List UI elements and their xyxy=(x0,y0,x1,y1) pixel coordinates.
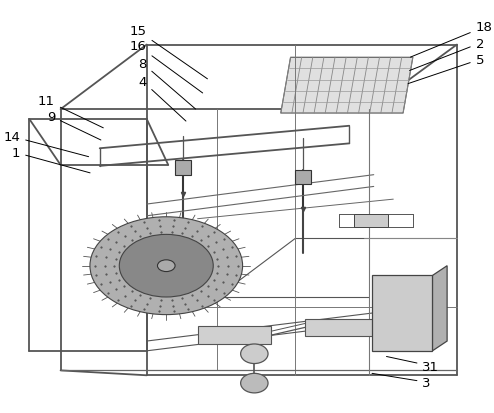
Text: 18: 18 xyxy=(411,21,493,58)
Text: 3: 3 xyxy=(372,373,431,389)
Text: 31: 31 xyxy=(386,356,440,373)
Ellipse shape xyxy=(90,217,243,315)
Ellipse shape xyxy=(158,260,175,272)
Text: 14: 14 xyxy=(3,131,88,157)
Text: 11: 11 xyxy=(38,95,103,128)
Polygon shape xyxy=(295,171,311,185)
Text: 9: 9 xyxy=(46,110,101,141)
Text: 1: 1 xyxy=(12,147,90,173)
Polygon shape xyxy=(198,327,271,344)
Polygon shape xyxy=(372,276,432,351)
Ellipse shape xyxy=(241,344,268,364)
Text: 2: 2 xyxy=(410,38,484,71)
Polygon shape xyxy=(175,161,191,175)
Polygon shape xyxy=(432,266,447,351)
Text: 5: 5 xyxy=(408,54,484,84)
Text: 16: 16 xyxy=(130,40,203,94)
Polygon shape xyxy=(354,214,388,227)
Polygon shape xyxy=(281,58,413,114)
Polygon shape xyxy=(305,319,378,336)
Text: 8: 8 xyxy=(138,58,196,110)
Ellipse shape xyxy=(120,235,213,297)
Text: 4: 4 xyxy=(138,76,186,122)
Ellipse shape xyxy=(241,373,268,393)
Text: 15: 15 xyxy=(130,26,207,80)
